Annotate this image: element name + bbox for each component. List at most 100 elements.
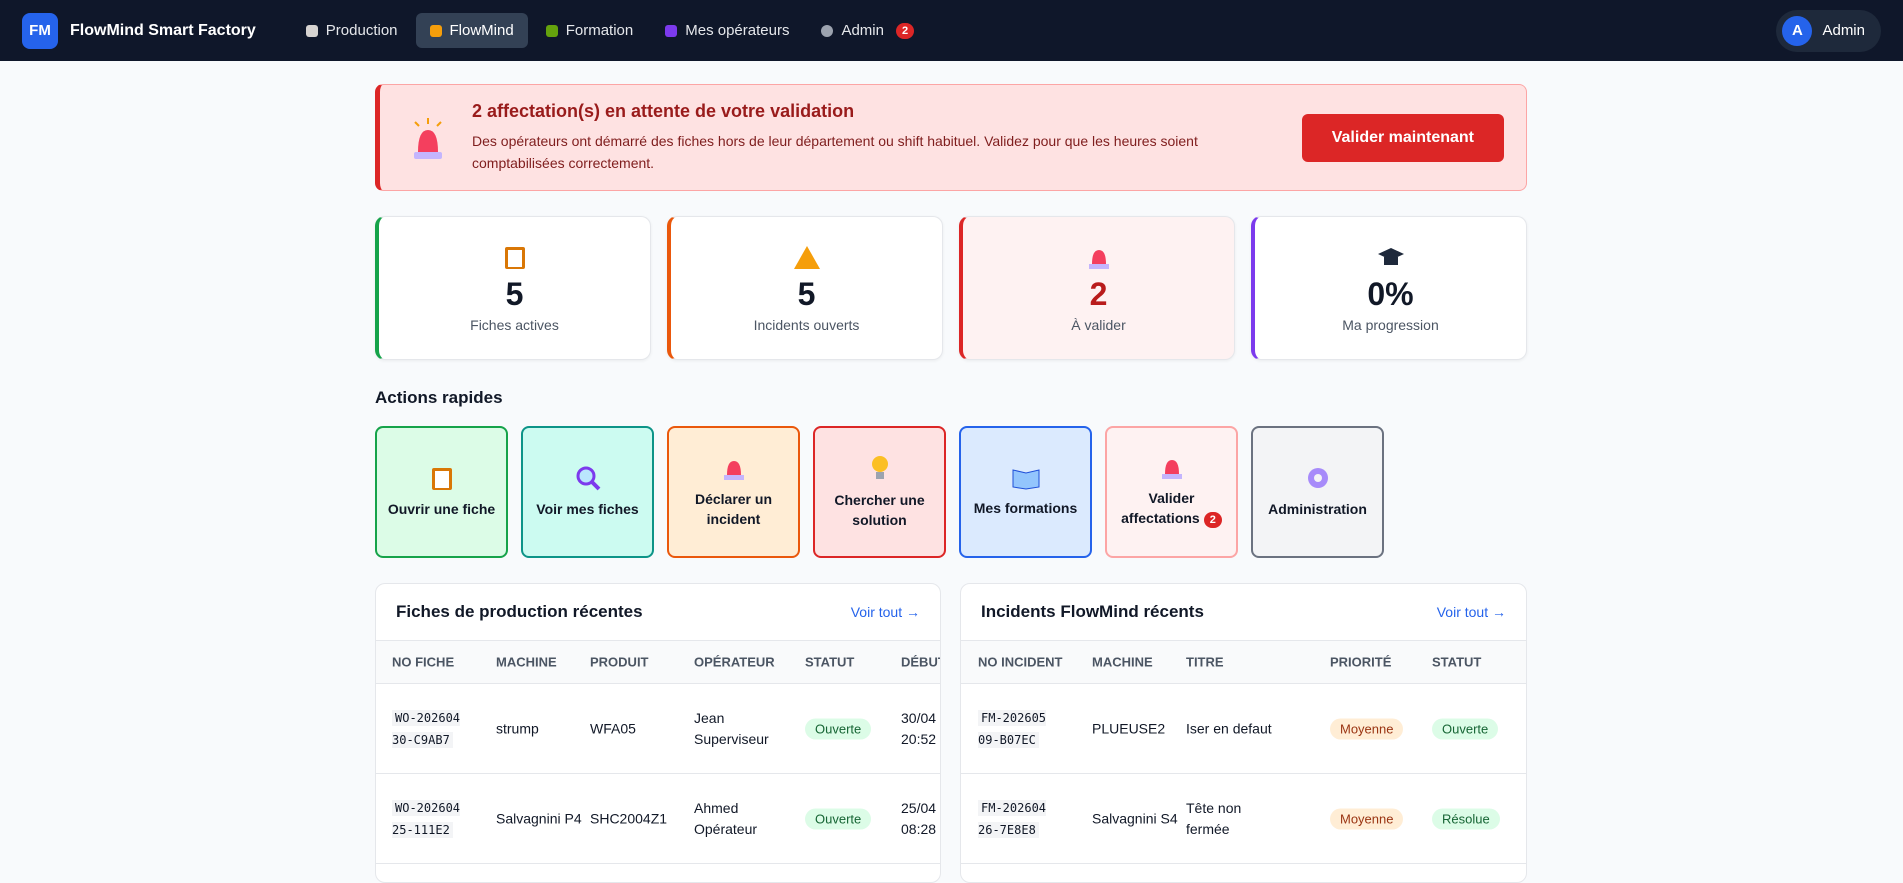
- brand[interactable]: FlowMind Smart Factory: [70, 21, 256, 39]
- cell: Salvagnini S4: [1092, 808, 1182, 829]
- cell: WO-20260430-C9AB7: [392, 707, 464, 751]
- cell: PLUEUSE2: [1092, 718, 1182, 739]
- cell: Moyenne: [1330, 718, 1404, 739]
- action-label: Voir mes fiches: [536, 501, 639, 517]
- action-label: Administration: [1268, 501, 1367, 517]
- stat-value: 2: [1089, 275, 1108, 312]
- nav-item[interactable]: FlowMind: [415, 13, 528, 48]
- cell-text: Jean Superviseur: [694, 709, 769, 747]
- table-panel: Fiches de production récentes Voir tout →…: [375, 583, 941, 883]
- icon: [871, 456, 888, 479]
- nav-label: FlowMind: [449, 22, 514, 39]
- icon: [576, 466, 600, 491]
- stat-card: 2 À valider: [959, 216, 1235, 360]
- cell-text: Ahmed Opérateur: [694, 799, 758, 837]
- action-tile[interactable]: Voir mes fiches: [521, 426, 654, 558]
- table-row[interactable]: WO-20260430-C9AB7 strump WFA05 Jean Supervi…: [376, 684, 940, 774]
- column-header: PRIORITÉ: [1330, 654, 1392, 670]
- alert-title: 2 affectation(s) en attente de votre val…: [472, 101, 855, 121]
- cell-text: strump: [496, 720, 539, 736]
- avatar: A: [1782, 15, 1813, 46]
- icon: [1088, 249, 1109, 269]
- alert-text: Des opérateurs ont démarré des fiches ho…: [472, 133, 1198, 171]
- badge: 2: [1203, 512, 1222, 528]
- table-panel: Incidents FlowMind récents Voir tout → NO …: [960, 583, 1527, 883]
- stat-value: 5: [797, 275, 816, 312]
- cell: Iser en defaut: [1186, 718, 1276, 739]
- badge: 2: [895, 22, 915, 39]
- user-name: Admin: [1822, 22, 1865, 39]
- nav-item[interactable]: Mes opérateurs: [651, 13, 803, 48]
- column-header: STATUT: [805, 654, 855, 670]
- panel-title: Fiches de production récentes: [396, 602, 643, 621]
- cell: Ouverte: [1432, 718, 1499, 739]
- view-all-link[interactable]: Voir tout →: [1436, 604, 1506, 620]
- id-code: WO-20260425-111E2: [392, 799, 461, 838]
- action-tile[interactable]: Valider affectations 2: [1105, 426, 1238, 558]
- nav-item[interactable]: Production: [292, 13, 412, 48]
- cell: Jean Superviseur: [694, 708, 784, 750]
- nav-item[interactable]: Admin 2: [807, 13, 928, 48]
- cell: WFA05: [590, 718, 680, 739]
- column-header: DÉBUT: [901, 654, 940, 670]
- stat-value: 0%: [1367, 275, 1414, 312]
- cell: Ouverte: [805, 718, 872, 739]
- cell: Ouverte: [805, 808, 872, 829]
- stat-label: Fiches actives: [470, 316, 559, 333]
- id-code: FM-20260509-B07EC: [978, 709, 1047, 748]
- stat-card: 5 Incidents ouverts: [667, 216, 943, 360]
- stat-card: 0% Ma progression: [1251, 216, 1527, 360]
- column-header: PRODUIT: [590, 654, 649, 670]
- action-label: Déclarer un incident: [694, 491, 773, 527]
- column-header: NO INCIDENT: [978, 654, 1063, 670]
- user-menu[interactable]: A Admin: [1776, 9, 1881, 52]
- cell-text: Salvagnini P4: [496, 810, 582, 826]
- action-tile[interactable]: Déclarer un incident: [667, 426, 800, 558]
- table-row[interactable]: FM-20260509-B07EC PLUEUSE2 Iser en defaut M…: [961, 684, 1526, 774]
- panel-header: Fiches de production récentes Voir tout →: [376, 584, 940, 641]
- logo[interactable]: FM: [22, 12, 58, 49]
- stat-card: 5 Fiches actives: [375, 216, 651, 360]
- priority-pill: Moyenne: [1330, 718, 1404, 739]
- quick-actions: Ouvrir une fiche Voir mes fiches Déclare…: [375, 426, 1527, 558]
- column-header: NO FICHE: [392, 654, 455, 670]
- action-tile[interactable]: Ouvrir une fiche: [375, 426, 508, 558]
- alert-banner: 2 affectation(s) en attente de votre val…: [375, 84, 1527, 191]
- table-header: NO INCIDENT MACHINE TITRE PRIORITÉ STATUT: [961, 641, 1526, 684]
- icon: [793, 245, 820, 269]
- cell: Tête non fermée: [1186, 798, 1276, 840]
- cell-text: WFA05: [590, 720, 636, 736]
- cell: WO-20260425-111E2: [392, 797, 464, 841]
- action-label: Mes formations: [973, 500, 1078, 516]
- table-row[interactable]: WO-20260425-111E2 Salvagnini P4 SHC2004Z1 A…: [376, 774, 940, 864]
- cell-text: Iser en defaut: [1186, 720, 1272, 736]
- nav-item[interactable]: Formation: [532, 13, 648, 48]
- view-all-link[interactable]: Voir tout →: [850, 604, 920, 620]
- cell: Ahmed Opérateur: [694, 798, 784, 840]
- cell-text: 30/04 20:52: [901, 709, 937, 747]
- action-tile[interactable]: Mes formations: [959, 426, 1092, 558]
- status-pill: Ouverte: [805, 718, 872, 739]
- id-code: FM-20260426-7E8E8: [978, 799, 1047, 838]
- navbar: FM FlowMind Smart Factory Production Flo…: [0, 0, 1903, 61]
- action-tile[interactable]: Chercher une solution: [813, 426, 946, 558]
- alert-icon: [414, 117, 442, 159]
- icon: [723, 461, 744, 480]
- nav-label: Mes opérateurs: [685, 22, 790, 39]
- icon: [504, 246, 525, 269]
- icon: [1307, 468, 1328, 488]
- section-title: Actions rapides: [375, 388, 503, 407]
- cell: Moyenne: [1330, 808, 1404, 829]
- action-label: Chercher une solution: [834, 492, 925, 528]
- action-label: Valider affectations 2: [1115, 488, 1228, 530]
- nav-label: Admin: [841, 22, 884, 39]
- icon: [1377, 247, 1404, 265]
- validate-button[interactable]: Valider maintenant: [1301, 113, 1504, 162]
- icon: [1012, 469, 1039, 490]
- action-tile[interactable]: Administration: [1251, 426, 1384, 558]
- stat-label: À valider: [1071, 316, 1126, 333]
- panel-title: Incidents FlowMind récents: [981, 602, 1204, 621]
- table-row[interactable]: FM-20260426-7E8E8 Salvagnini S4 Tête non f…: [961, 774, 1526, 864]
- cell: 25/04 08:28: [901, 798, 940, 840]
